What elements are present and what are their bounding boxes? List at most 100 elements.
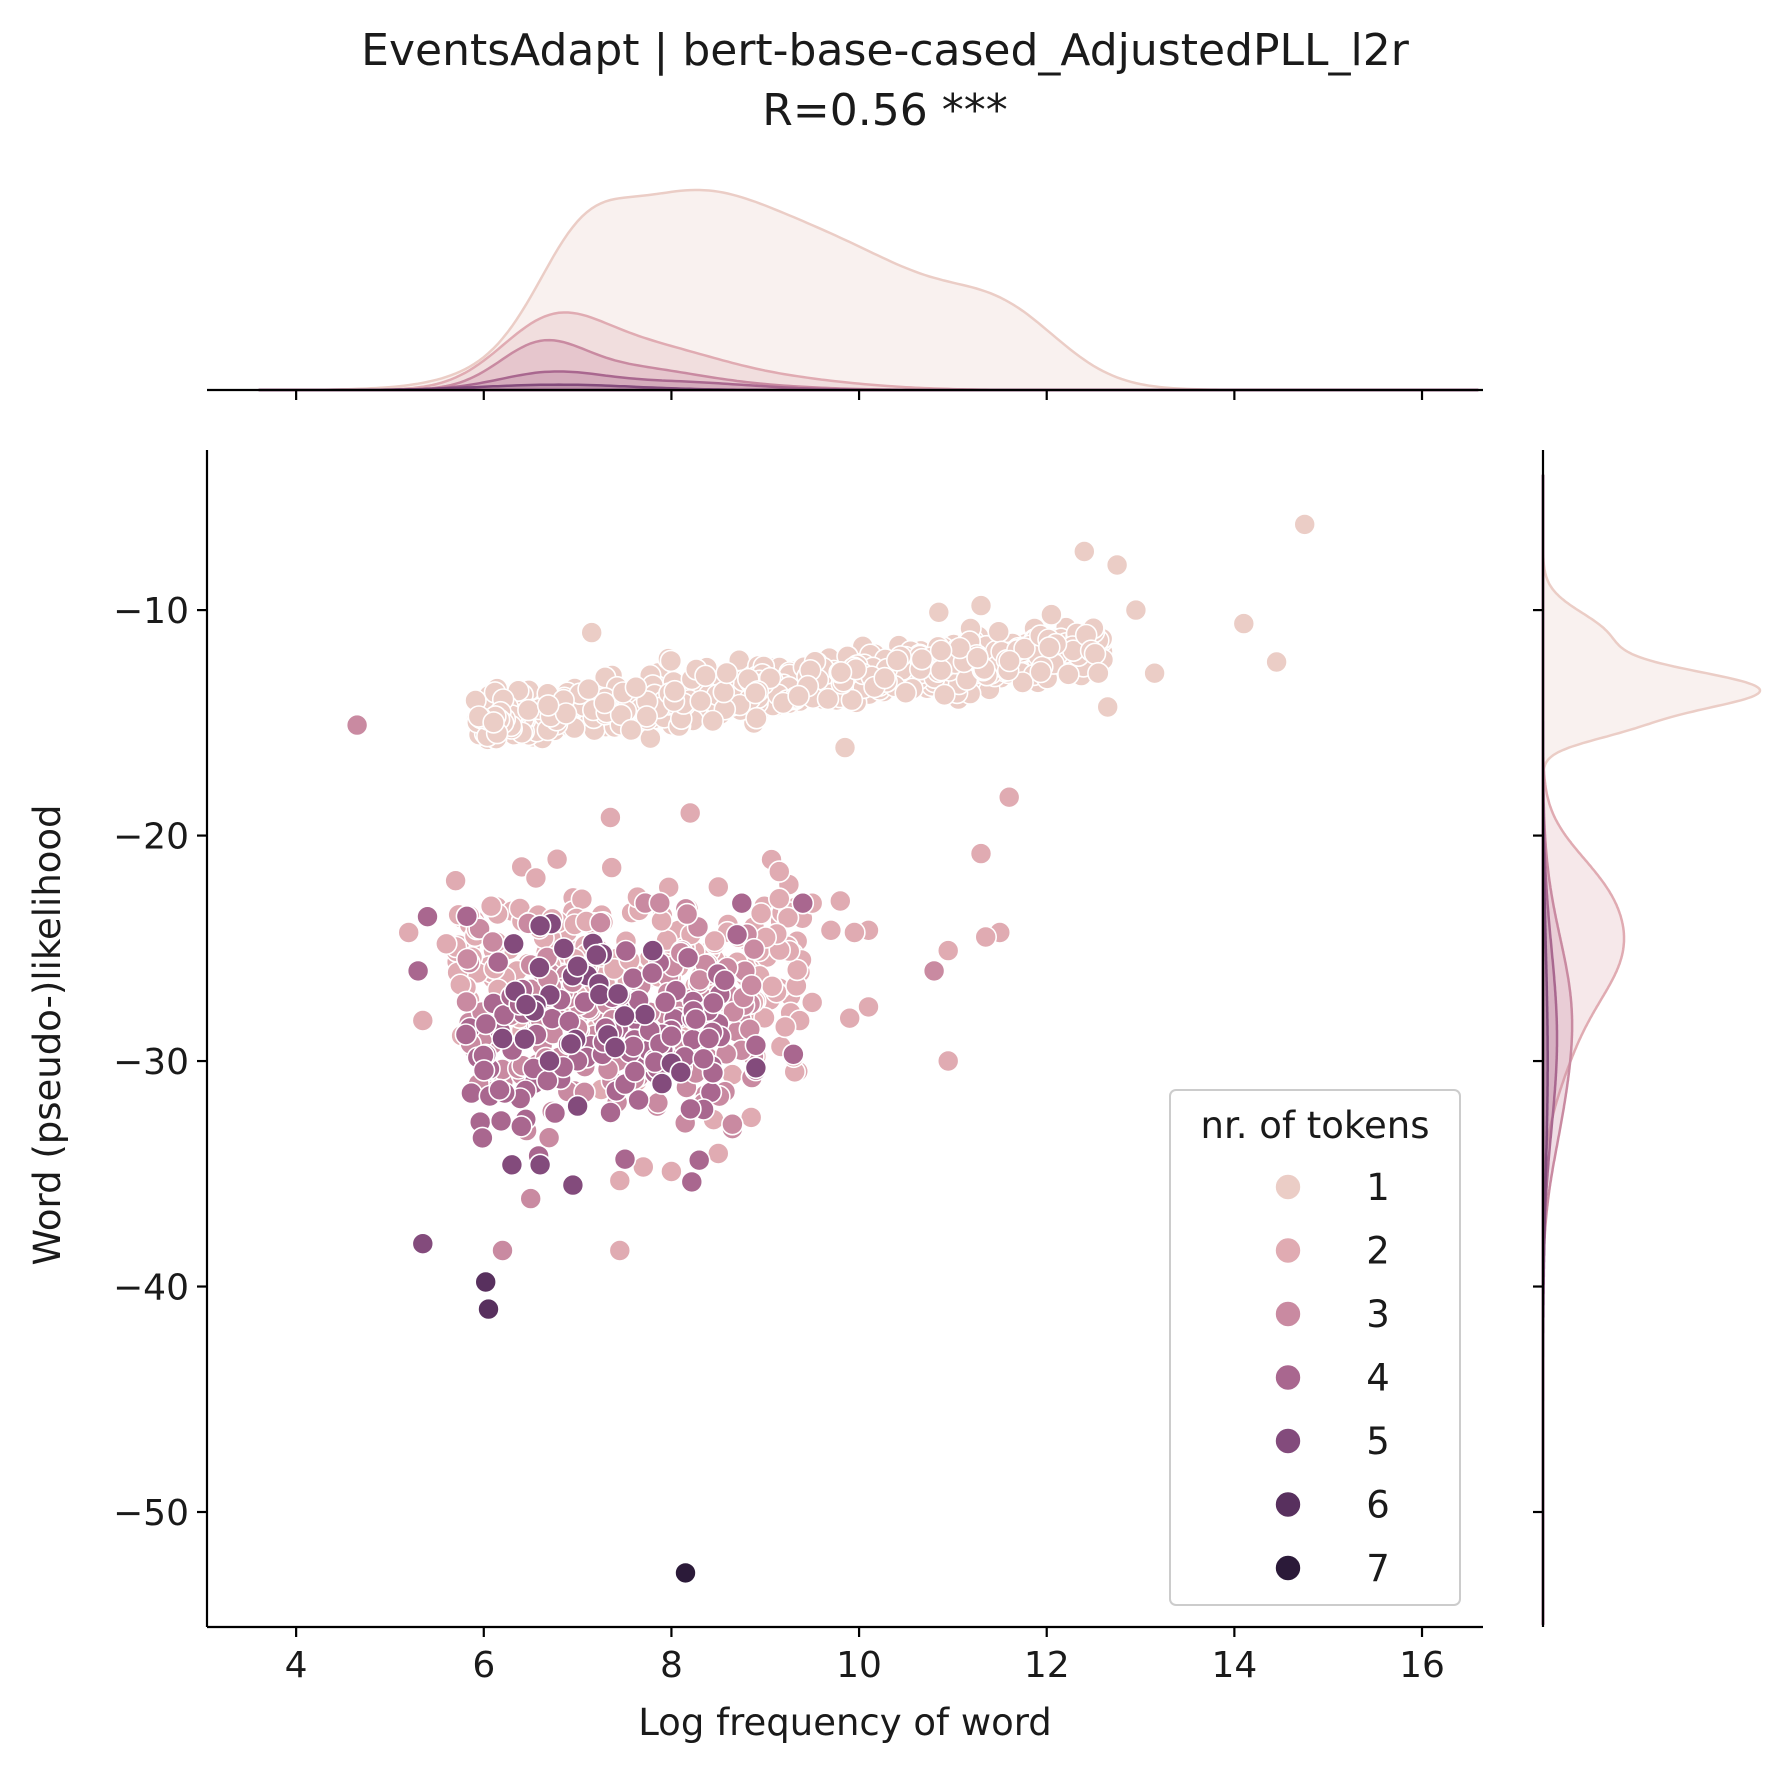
point-tokens-4 xyxy=(454,1023,478,1046)
x-axis-label: Log frequency of word xyxy=(638,1701,1052,1744)
point-tokens-1 xyxy=(1096,695,1119,719)
point-tokens-6 xyxy=(474,1270,498,1294)
point-tokens-4 xyxy=(509,1115,533,1138)
marginal-x-density-1 xyxy=(258,188,1479,392)
point-tokens-2 xyxy=(600,856,624,879)
x-tick-label: 12 xyxy=(1024,1645,1070,1686)
point-tokens-1 xyxy=(929,658,953,682)
x-tick-label: 8 xyxy=(660,1645,683,1686)
point-tokens-1 xyxy=(969,594,993,617)
point-tokens-2 xyxy=(660,1160,683,1183)
point-tokens-5 xyxy=(514,993,538,1017)
point-tokens-1 xyxy=(663,679,687,703)
point-tokens-2 xyxy=(936,1049,960,1073)
y-tick-label: −10 xyxy=(113,591,189,632)
point-tokens-3 xyxy=(721,1112,744,1136)
legend-marker-6 xyxy=(1274,1490,1302,1519)
point-tokens-1 xyxy=(536,694,560,717)
point-tokens-5 xyxy=(641,939,665,962)
point-tokens-5 xyxy=(606,982,630,1006)
point-tokens-4 xyxy=(684,1007,708,1031)
point-tokens-2 xyxy=(749,902,773,925)
point-tokens-3 xyxy=(648,891,672,915)
x-tick-label: 16 xyxy=(1399,1645,1445,1686)
point-tokens-3 xyxy=(519,1187,543,1210)
point-tokens-5 xyxy=(538,1049,561,1073)
point-tokens-1 xyxy=(1029,660,1052,684)
x-tick-label: 14 xyxy=(1211,1645,1257,1686)
point-tokens-3 xyxy=(922,959,946,983)
point-tokens-5 xyxy=(744,1056,768,1080)
point-tokens-2 xyxy=(819,918,843,942)
point-tokens-2 xyxy=(608,1169,632,1192)
point-tokens-6 xyxy=(477,1297,500,1321)
point-tokens-4 xyxy=(488,1078,511,1102)
point-tokens-2 xyxy=(678,801,702,825)
y-tick-label: −20 xyxy=(113,817,189,858)
point-tokens-4 xyxy=(416,905,439,929)
point-tokens-4 xyxy=(489,1109,513,1133)
point-tokens-5 xyxy=(633,1003,657,1026)
point-tokens-4 xyxy=(744,1034,768,1057)
point-tokens-1 xyxy=(894,681,918,705)
point-tokens-1 xyxy=(1265,650,1288,674)
point-tokens-3 xyxy=(740,973,763,997)
point-tokens-5 xyxy=(502,932,526,956)
point-tokens-4 xyxy=(623,1060,647,1083)
legend-label-5: 5 xyxy=(1366,1420,1390,1463)
point-tokens-2 xyxy=(434,932,458,956)
point-tokens-2 xyxy=(411,1009,435,1032)
chart-subtitle: R=0.56 *** xyxy=(762,85,1007,136)
point-tokens-5 xyxy=(513,1027,536,1051)
legend-marker-1 xyxy=(1274,1173,1302,1201)
point-tokens-3 xyxy=(742,937,766,961)
point-tokens-7 xyxy=(674,1561,697,1585)
point-tokens-1 xyxy=(580,621,604,644)
legend-label-3: 3 xyxy=(1366,1293,1390,1336)
point-tokens-1 xyxy=(816,687,840,711)
point-tokens-3 xyxy=(537,1126,561,1149)
point-tokens-4 xyxy=(679,1097,702,1121)
point-tokens-2 xyxy=(773,1015,797,1039)
point-tokens-4 xyxy=(536,1069,559,1092)
legend-marker-4 xyxy=(1274,1363,1302,1392)
point-tokens-4 xyxy=(730,891,754,915)
point-tokens-1 xyxy=(701,709,725,733)
marginal-y-density xyxy=(1541,474,1762,1625)
point-tokens-4 xyxy=(660,1024,683,1048)
point-tokens-1 xyxy=(712,680,736,704)
point-tokens-5 xyxy=(528,1153,552,1177)
point-tokens-1 xyxy=(1124,598,1148,622)
point-tokens-1 xyxy=(593,691,616,715)
point-tokens-1 xyxy=(1143,661,1166,685)
point-tokens-1 xyxy=(933,683,956,707)
point-tokens-3 xyxy=(455,947,479,971)
point-tokens-1 xyxy=(577,677,600,701)
legend-marker-3 xyxy=(1274,1300,1302,1328)
point-tokens-2 xyxy=(843,921,866,944)
marginal-x-density xyxy=(258,188,1479,392)
point-tokens-2 xyxy=(767,887,791,911)
point-tokens-3 xyxy=(491,1239,514,1262)
point-tokens-4 xyxy=(455,904,479,928)
point-tokens-1 xyxy=(1232,612,1256,635)
point-tokens-5 xyxy=(491,1027,514,1050)
point-tokens-2 xyxy=(767,860,791,883)
x-axis-ticks: 4 6 8 10 12 14 16 xyxy=(285,390,1445,1686)
point-tokens-4 xyxy=(680,1170,704,1194)
point-tokens-1 xyxy=(624,675,648,699)
point-tokens-1 xyxy=(1011,671,1034,694)
point-tokens-1 xyxy=(1038,636,1061,659)
point-tokens-2 xyxy=(760,974,784,998)
point-tokens-1 xyxy=(998,649,1021,673)
legend-label-1: 1 xyxy=(1366,1166,1390,1209)
point-tokens-4 xyxy=(543,1101,567,1125)
point-tokens-3 xyxy=(675,902,699,926)
point-tokens-3 xyxy=(345,713,369,737)
y-tick-label: −30 xyxy=(113,1042,189,1083)
point-tokens-2 xyxy=(599,806,622,829)
point-tokens-2 xyxy=(936,939,960,962)
y-axis-label: Word (pseudo-)likelihood xyxy=(26,804,69,1265)
point-tokens-4 xyxy=(692,1047,715,1071)
